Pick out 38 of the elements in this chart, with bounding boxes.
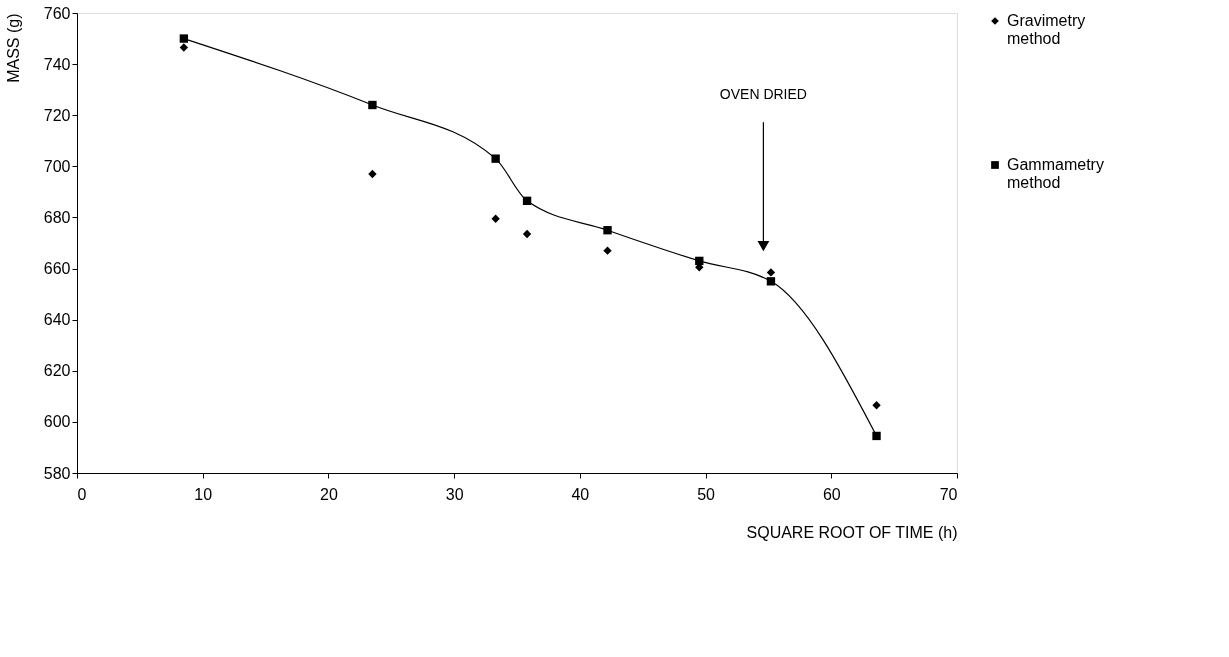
y-tick-label: 720 <box>43 106 71 124</box>
x-tick-label: 40 <box>571 485 590 503</box>
y-tick-label: 700 <box>43 157 71 175</box>
x-tick-label: 10 <box>194 485 213 503</box>
y-tick-label: 580 <box>43 464 71 482</box>
point <box>179 34 189 43</box>
point <box>179 43 189 52</box>
point <box>603 226 612 235</box>
legend-label: Gammametry method <box>1007 156 1104 191</box>
y-tick-label: 740 <box>43 55 71 73</box>
point <box>603 246 612 255</box>
annotation: OVEN DRIED <box>719 86 807 103</box>
point <box>491 154 500 163</box>
x-axis-title: SQUARE ROOT OF TIME (h) <box>746 523 958 541</box>
x-tick-label: 20 <box>320 485 338 503</box>
y-tick-label: 660 <box>43 260 71 278</box>
x-tick-label: 30 <box>445 485 464 503</box>
x-tick-label: 50 <box>697 485 716 503</box>
x-tick-label: 60 <box>822 485 841 503</box>
point <box>522 196 532 206</box>
point <box>766 268 776 277</box>
y-axis-title: MASS (g) <box>4 13 22 83</box>
point <box>368 100 377 110</box>
point <box>368 169 377 179</box>
point <box>491 214 500 223</box>
point <box>522 229 532 239</box>
point <box>872 401 881 410</box>
y-tick-label: 760 <box>43 4 71 22</box>
y-tick-label: 600 <box>43 413 71 431</box>
point <box>872 431 881 441</box>
y-tick-label: 680 <box>43 208 71 226</box>
point <box>695 256 704 266</box>
point <box>766 277 776 286</box>
legend-label: Gravimetry method <box>1007 12 1086 47</box>
x-tick-label: 0 <box>77 485 87 503</box>
y-tick-label: 640 <box>43 311 71 329</box>
x-tick-label: 70 <box>939 485 958 503</box>
y-tick-label: 620 <box>43 362 71 380</box>
